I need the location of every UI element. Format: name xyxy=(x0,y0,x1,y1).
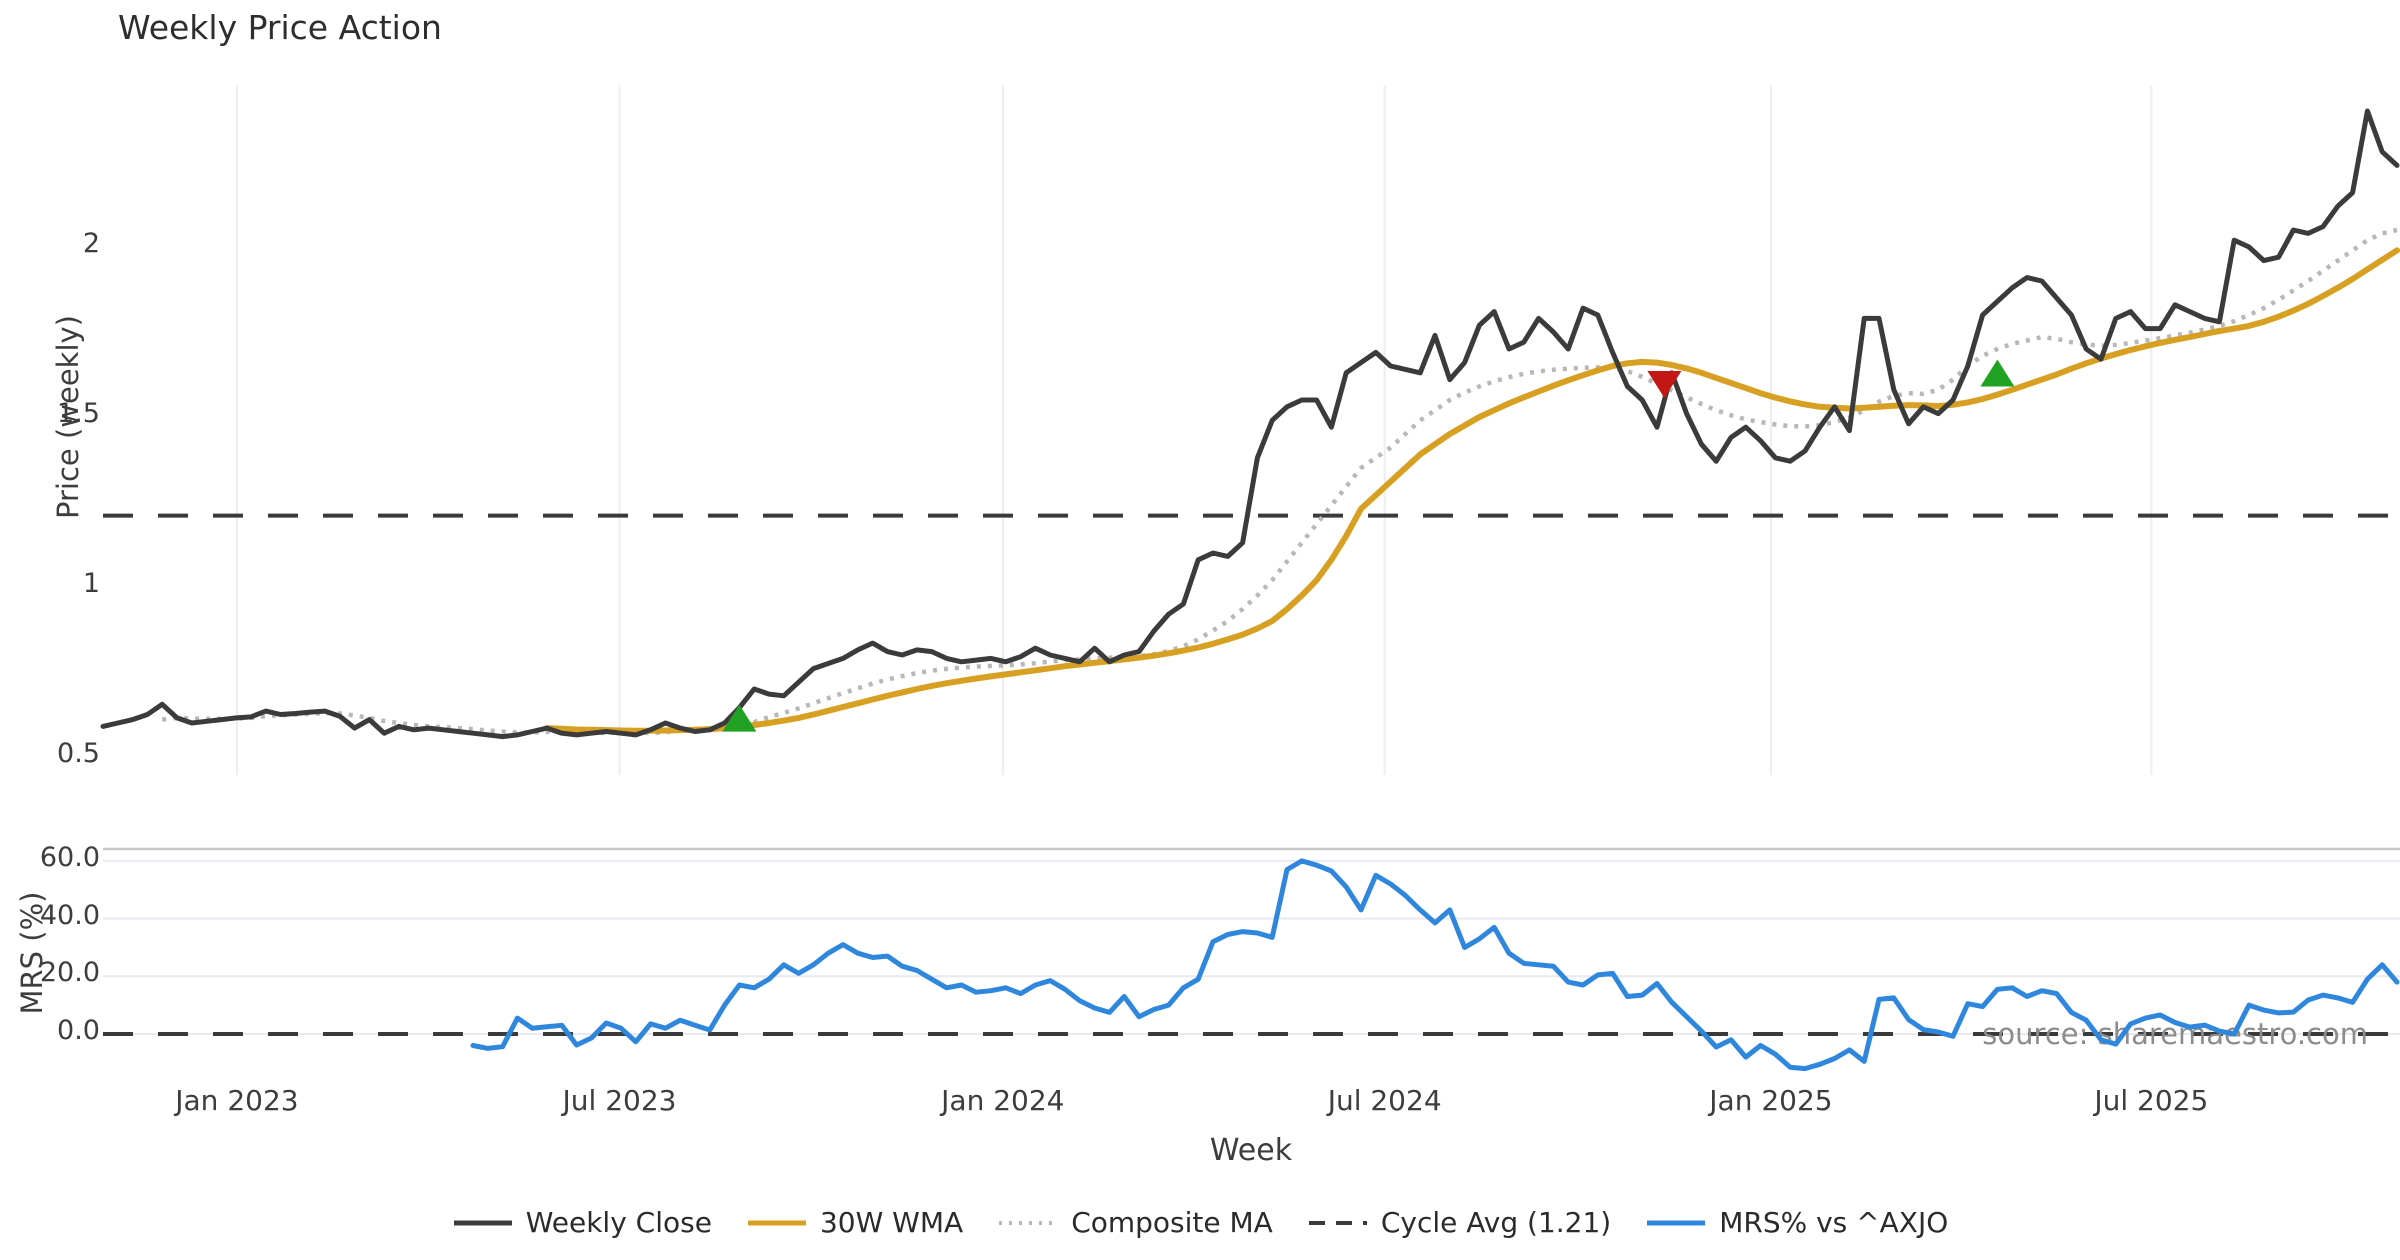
wma-30w-line xyxy=(544,247,2400,734)
legend-label: 30W WMA xyxy=(819,1206,964,1239)
legend-item-30w-wma: 30W WMA xyxy=(746,1206,963,1239)
buy-signal-marker xyxy=(1980,359,2015,387)
week-tick-label: Jul 2023 xyxy=(562,1084,677,1117)
chart-legend: Weekly Close 30W WMA Composite MA Cycle Avg… xyxy=(0,1206,2400,1239)
legend-swatch-icon xyxy=(1308,1220,1367,1225)
legend-item-mrs-vs-axjo: MRS% vs ^AXJO xyxy=(1645,1206,1948,1239)
legend-swatch-icon xyxy=(453,1220,512,1225)
price-tick-label: 1.5 xyxy=(57,398,100,429)
week-axis-label: Week xyxy=(1209,1133,1293,1168)
week-tick-label: Jan 2024 xyxy=(941,1084,1065,1117)
week-tick-label: Jul 2024 xyxy=(1327,1084,1442,1117)
mrs-line xyxy=(470,858,2400,1072)
legend-label: Cycle Avg (1.21) xyxy=(1380,1206,1612,1239)
chart-title: Weekly Price Action xyxy=(118,8,442,47)
legend-swatch-icon xyxy=(747,1220,806,1225)
mrs-tick-label: 60.0 xyxy=(39,841,100,873)
week-tick-label: Jul 2025 xyxy=(2094,1084,2209,1117)
mrs-tick-label: 40.0 xyxy=(39,899,100,931)
price-tick-label: 1 xyxy=(82,568,100,599)
mrs-tick-label: 20.0 xyxy=(39,957,100,989)
week-tick-label: Jan 2025 xyxy=(1709,1084,1833,1117)
price-tick-label: 2 xyxy=(82,228,100,259)
week-tick-label: Jan 2023 xyxy=(175,1084,299,1117)
composite-ma-line xyxy=(161,227,2398,736)
sell-signal-marker xyxy=(1647,371,1682,398)
legend-item-cycle-avg-1-21-: Cycle Avg (1.21) xyxy=(1307,1206,1611,1239)
weekly-close-line xyxy=(100,108,2400,740)
legend-swatch-icon xyxy=(1647,1220,1706,1225)
legend-label: Composite MA xyxy=(1071,1206,1273,1239)
buy-signal-marker xyxy=(722,704,757,732)
mrs-tick-label: 0.0 xyxy=(57,1015,100,1046)
legend-item-weekly-close: Weekly Close xyxy=(452,1206,712,1239)
legend-swatch-icon xyxy=(999,1220,1058,1225)
legend-label: MRS% vs ^AXJO xyxy=(1719,1206,1949,1239)
legend-item-composite-ma: Composite MA xyxy=(997,1206,1273,1239)
legend-label: Weekly Close xyxy=(525,1206,712,1239)
price-tick-label: 0.5 xyxy=(57,738,100,769)
